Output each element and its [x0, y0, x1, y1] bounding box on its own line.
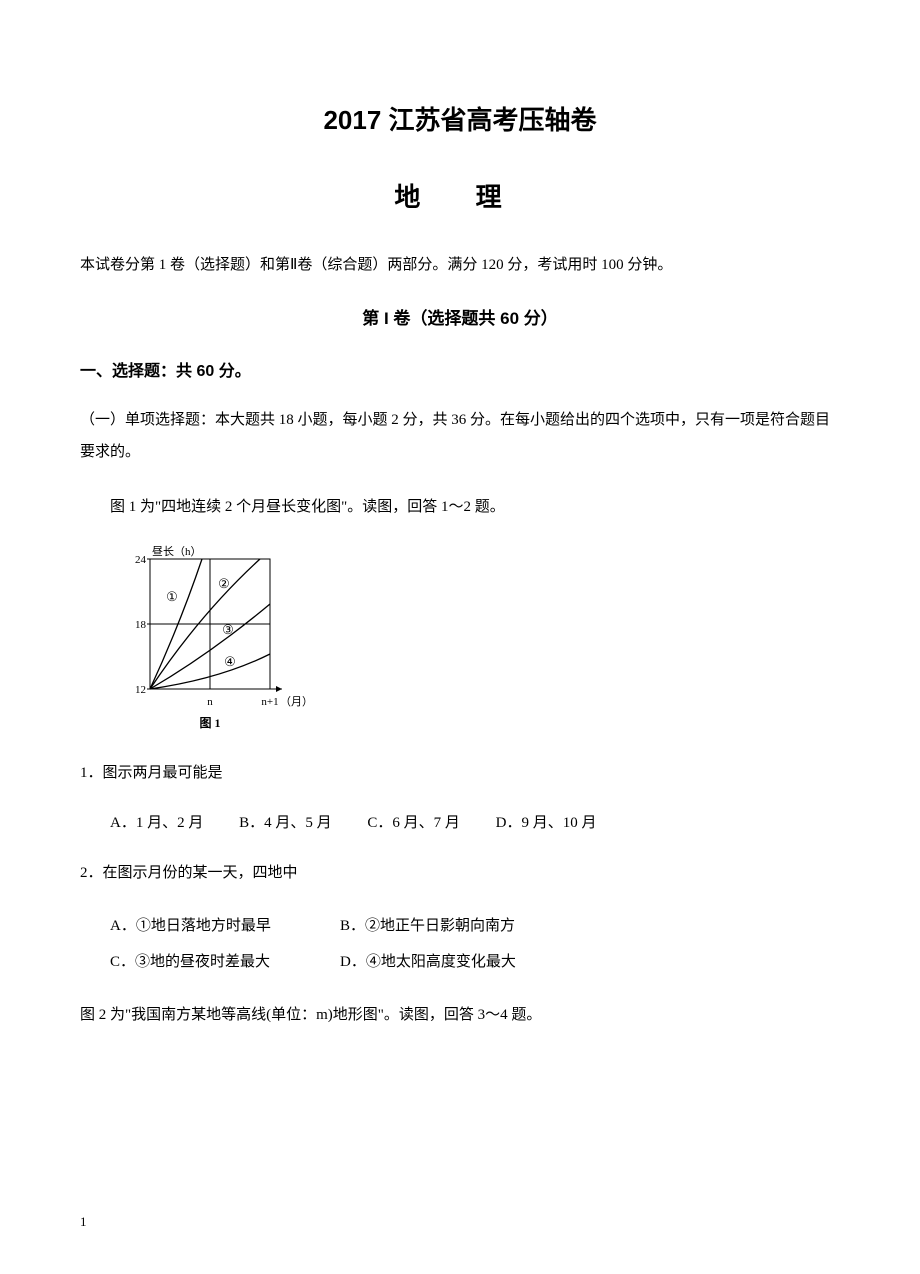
q1-option-a: A．1 月、2 月 [110, 808, 203, 838]
instructions: （一）单项选择题：本大题共 18 小题，每小题 2 分，共 36 分。在每小题给… [80, 405, 840, 468]
question-2-stem: 2．在图示月份的某一天，四地中 [80, 858, 840, 888]
passage-1-intro: 图 1 为"四地连续 2 个月昼长变化图"。读图，回答 1～2 题。 [80, 492, 840, 522]
question-2-options: A．①地日落地方时最早 B．②地正午日影朝向南方 C．③地的昼夜时差最大 D．④… [110, 908, 840, 980]
q2-option-a: A．①地日落地方时最早 [110, 908, 340, 944]
passage-2-intro: 图 2 为"我国南方某地等高线(单位：m)地形图"。读图，回答 3～4 题。 [80, 1000, 840, 1030]
figure-1-svg: 昼长（h） 12 18 24 n n+1（月） ① ② ③ ④ 图 1 [110, 544, 320, 734]
svg-text:12: 12 [135, 684, 146, 696]
part-header: 第 I 卷（选择题共 60 分） [80, 304, 840, 329]
svg-text:18: 18 [135, 619, 147, 631]
svg-text:③: ③ [222, 622, 234, 637]
svg-text:图 1: 图 1 [199, 716, 220, 730]
svg-text:②: ② [218, 576, 230, 591]
svg-text:①: ① [166, 589, 178, 604]
section-header: 一、选择题：共 60 分。 [80, 357, 840, 381]
title-sub: 地 理 [80, 177, 840, 214]
svg-text:昼长（h）: 昼长（h） [152, 545, 202, 558]
svg-text:（月）: （月） [280, 695, 313, 708]
q2-option-b: B．②地正午日影朝向南方 [340, 908, 570, 944]
figure-1: 昼长（h） 12 18 24 n n+1（月） ① ② ③ ④ 图 1 [110, 544, 840, 734]
svg-text:n: n [207, 696, 213, 708]
svg-text:24: 24 [135, 554, 147, 566]
question-1-stem: 1．图示两月最可能是 [80, 758, 840, 788]
q2-option-c: C．③地的昼夜时差最大 [110, 944, 340, 980]
q1-option-b: B．4 月、5 月 [239, 808, 332, 838]
q2-option-d: D．④地太阳高度变化最大 [340, 944, 570, 980]
q1-option-c: C．6 月、7 月 [367, 808, 460, 838]
page-number: 1 [80, 1214, 87, 1230]
question-1-options: A．1 月、2 月 B．4 月、5 月 C．6 月、7 月 D．9 月、10 月 [110, 808, 840, 838]
q1-option-d: D．9 月、10 月 [496, 808, 597, 838]
title-main: 2017 江苏省高考压轴卷 [80, 100, 840, 137]
exam-intro: 本试卷分第 1 卷（选择题）和第Ⅱ卷（综合题）两部分。满分 120 分，考试用时… [80, 250, 840, 280]
svg-text:n+1: n+1 [261, 696, 278, 708]
svg-text:④: ④ [224, 654, 236, 669]
